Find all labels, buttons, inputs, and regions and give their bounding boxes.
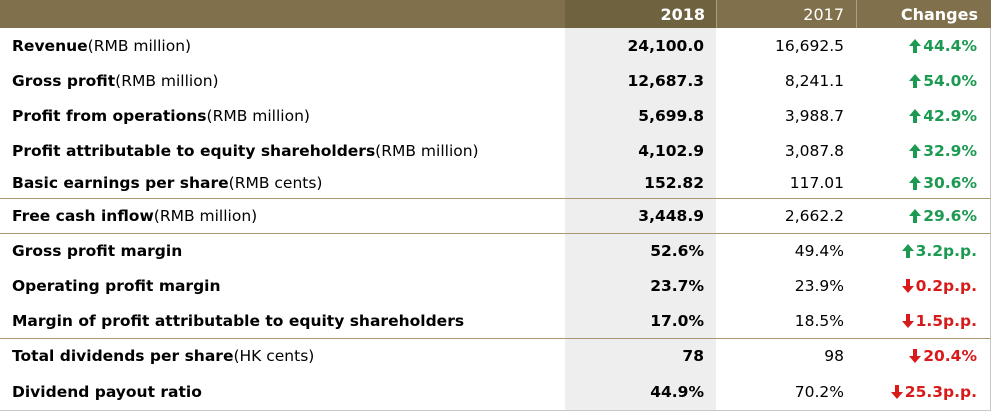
row-label: Revenue (RMB million)	[0, 28, 565, 63]
row-unit: (RMB million)	[87, 36, 192, 55]
row-unit: (HK cents)	[233, 347, 315, 365]
row-label: Gross profit (RMB million)	[0, 63, 565, 98]
value-2018: 78	[565, 338, 716, 373]
row-unit: (RMB million)	[153, 207, 258, 225]
value-2017: 16,692.5	[774, 36, 844, 55]
value-2017: 23.9%	[794, 276, 844, 295]
row-unit: (RMB million)	[206, 106, 310, 125]
change-text: 0.2p.p.	[915, 276, 977, 295]
row-name: Gross profit	[12, 71, 116, 90]
value-2017: 98	[716, 338, 856, 373]
change-text: 42.9%	[923, 106, 977, 125]
value-2018: 4,102.9	[565, 133, 716, 168]
value-2017: 3,988.7	[784, 106, 844, 125]
value-2018: 23.7%	[565, 268, 716, 303]
header-label-cell	[0, 0, 565, 28]
value-2018: 17.0%	[565, 303, 716, 338]
change-value: 54.0%	[856, 63, 991, 98]
row-unit: (RMB million)	[115, 71, 219, 90]
value-2018: 24,100.0	[565, 28, 716, 63]
row-name: Margin of profit attributable to equity …	[12, 311, 465, 330]
change-text: 44.4%	[923, 36, 977, 55]
arrow-up-icon	[909, 143, 922, 158]
row-label: Profit attributable to equity shareholde…	[0, 133, 565, 168]
change-text: 30.6%	[923, 174, 977, 192]
change-text: 25.3p.p.	[904, 382, 977, 401]
row-name: Free cash inflow	[12, 207, 154, 225]
change-value: 1.5p.p.	[856, 303, 991, 338]
row-name: Basic earnings per share	[12, 174, 229, 192]
row-label: Gross profit margin	[0, 233, 565, 268]
row-label: Basic earnings per share (RMB cents)	[0, 168, 565, 198]
arrow-up-icon	[909, 176, 922, 190]
value-2018: 152.82	[565, 168, 716, 198]
change-text: 29.6%	[923, 207, 977, 225]
value-2017: 3,087.8	[784, 141, 844, 160]
change-value: 0.2p.p.	[856, 268, 991, 303]
change-text: 1.5p.p.	[915, 311, 977, 330]
arrow-down-icon	[909, 349, 922, 363]
arrow-up-icon	[909, 38, 922, 53]
value-2018: 52.6%	[565, 233, 716, 268]
change-text: 3.2p.p.	[915, 242, 977, 260]
arrow-down-icon	[890, 384, 903, 399]
arrow-up-icon	[901, 244, 914, 258]
row-name: Revenue	[12, 36, 88, 55]
arrow-up-icon	[909, 108, 922, 123]
row-label: Operating profit margin	[0, 268, 565, 303]
row-name: Total dividends per share	[12, 347, 234, 365]
row-name: Profit attributable to equity shareholde…	[12, 141, 376, 160]
change-text: 54.0%	[923, 71, 977, 90]
row-unit: (RMB million)	[375, 141, 479, 160]
header-2018: 2018	[565, 0, 716, 28]
row-name: Operating profit margin	[12, 276, 221, 295]
arrow-up-icon	[909, 73, 922, 88]
value-2018: 12,687.3	[565, 63, 716, 98]
row-name: Gross profit margin	[12, 242, 183, 260]
row-label: Dividend payout ratio	[0, 373, 565, 411]
row-label: Free cash inflow (RMB million)	[0, 198, 565, 233]
value-2017: 8,241.1	[784, 71, 844, 90]
row-label: Total dividends per share (HK cents)	[0, 338, 565, 373]
change-value: 3.2p.p.	[856, 233, 991, 268]
change-value: 44.4%	[856, 28, 991, 63]
change-text: 20.4%	[923, 347, 977, 365]
row-name: Dividend payout ratio	[12, 382, 202, 401]
value-2017: 2,662.2	[716, 198, 856, 233]
value-2017: 18.5%	[794, 311, 844, 330]
value-2018: 44.9%	[565, 373, 716, 411]
row-unit: (RMB cents)	[228, 174, 323, 192]
row-label: Margin of profit attributable to equity …	[0, 303, 565, 338]
change-value: 20.4%	[856, 338, 991, 373]
arrow-up-icon	[909, 209, 922, 223]
change-text: 32.9%	[923, 141, 977, 160]
change-value: 42.9%	[856, 98, 991, 133]
value-2017: 117.01	[789, 174, 844, 192]
change-value: 29.6%	[856, 198, 991, 233]
arrow-down-icon	[901, 313, 914, 328]
value-2017: 49.4%	[716, 233, 856, 268]
row-label: Profit from operations (RMB million)	[0, 98, 565, 133]
value-2018: 5,699.8	[565, 98, 716, 133]
change-value: 30.6%	[856, 168, 991, 198]
value-2017: 70.2%	[716, 373, 856, 411]
row-name: Profit from operations	[12, 106, 207, 125]
change-value: 32.9%	[856, 133, 991, 168]
change-value: 25.3p.p.	[856, 373, 991, 411]
header-2017: 2017	[716, 0, 856, 28]
value-2018: 3,448.9	[565, 198, 716, 233]
arrow-down-icon	[901, 278, 914, 293]
header-changes: Changes	[856, 0, 991, 28]
